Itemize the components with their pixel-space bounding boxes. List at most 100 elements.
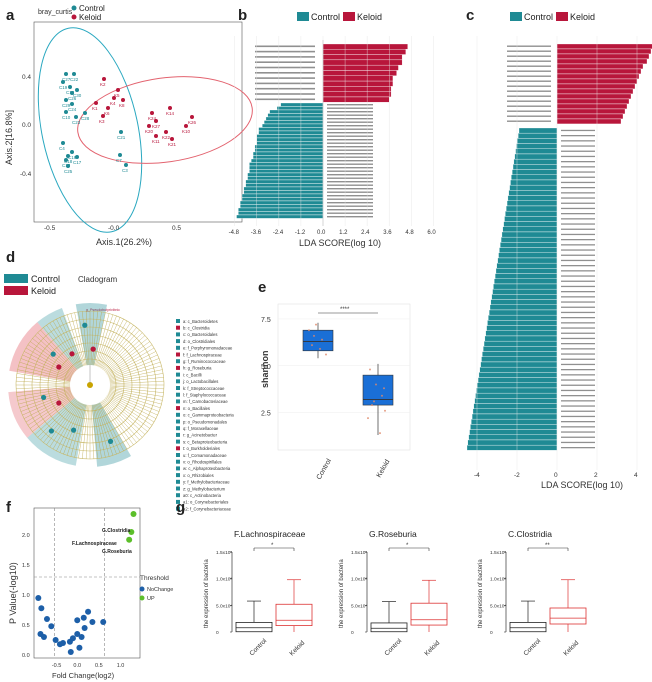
f-legend-up: UP: [147, 596, 155, 602]
f-nochange-point: [38, 605, 45, 612]
control-taxon-label: [561, 161, 595, 163]
control-lda-bar: [486, 325, 558, 331]
control-sample-point: [64, 98, 68, 102]
control-lda-bar: [236, 214, 324, 219]
f-legend-title: Threshold: [140, 575, 169, 582]
g-xtick: Keloid: [562, 639, 580, 657]
d-legend-item-swatch: [176, 399, 180, 404]
control-sample-point: [66, 164, 70, 168]
keloid-sample-label: K20: [145, 129, 154, 134]
panel-g: g F.Lachnospiraceae the expression of bac…: [176, 499, 587, 657]
f-nochange-point: [69, 635, 76, 642]
control-sample-label: C23: [72, 120, 81, 125]
control-sample-label: C21: [117, 135, 126, 140]
control-lda-bar: [504, 216, 558, 222]
control-taxon-label: [561, 415, 595, 418]
control-taxon-label: [561, 254, 595, 256]
d-legend-item-swatch: [176, 473, 180, 478]
clade-node: [50, 351, 56, 357]
control-lda-bar: [256, 137, 324, 142]
control-lda-bar: [256, 134, 324, 139]
clade-branch: [106, 396, 150, 429]
clade-root: [87, 382, 93, 388]
control-lda-bar: [480, 361, 558, 368]
clade-branch: [59, 403, 83, 453]
g-ylabel: the expression of bacteria: [204, 559, 210, 628]
f-frame: [33, 507, 141, 659]
control-taxon-label: [561, 348, 595, 350]
clade-branch: [25, 394, 73, 423]
d-legend-item-swatch: [176, 479, 180, 484]
clade-branch: [19, 391, 72, 409]
d-legend-item-swatch: [176, 345, 180, 350]
clade-branch: [108, 392, 158, 416]
control-taxon-label: [561, 447, 595, 449]
clade-branch: [105, 397, 148, 432]
clade-branch: [102, 400, 137, 443]
control-lda-bar: [507, 195, 558, 201]
g-plot-title: C.Clostridia: [508, 529, 552, 539]
d-legend-item: r: g_Acinetobacter: [183, 433, 218, 438]
panel-a-letter: a: [6, 7, 15, 24]
keloid-sample-point: [168, 106, 172, 110]
control-sample-label: C25: [64, 169, 73, 174]
control-lda-bar: [518, 127, 558, 134]
control-taxon-label: [561, 207, 595, 210]
control-taxon-label: [561, 249, 595, 251]
g-box: [275, 603, 313, 626]
f-ylabel: P Value(-log10): [8, 562, 18, 624]
control-taxon-label: [327, 153, 373, 155]
control-lda-bar: [252, 151, 324, 156]
control-sample-point: [64, 158, 68, 162]
control-lda-bar: [491, 294, 558, 300]
control-lda-bar: [489, 309, 558, 316]
control-lda-bar: [238, 207, 324, 212]
keloid-taxon-label: [255, 77, 315, 79]
d-legend-item: w: c_Alphaproteobacteria: [183, 466, 231, 471]
c-xlabel: LDA SCORE(log 10): [541, 480, 623, 490]
d-legend-item-swatch: [176, 446, 180, 451]
keloid-lda-bar: [556, 58, 648, 65]
clade-branch: [109, 385, 164, 390]
control-lda-bar: [493, 283, 558, 290]
e-jitter-point: [321, 338, 323, 341]
clade-branch: [107, 347, 155, 376]
keloid-ellipse: [77, 76, 253, 164]
f-nochange-point: [59, 640, 66, 646]
keloid-lda-bar: [556, 68, 642, 75]
control-taxon-label: [561, 441, 595, 444]
clade-branch: [91, 404, 98, 459]
keloid-lda-bar: [556, 53, 650, 60]
control-taxon-label: [561, 395, 595, 397]
f-legend-nochange-dot: [139, 586, 145, 592]
legend-control-dot: [71, 5, 77, 11]
d-legend-item-swatch: [176, 439, 180, 444]
keloid-taxon-label: [507, 95, 551, 97]
control-taxon-label: [327, 111, 373, 113]
f-nochange-point: [35, 595, 42, 601]
control-lda-bar: [276, 106, 324, 111]
keloid-taxon-label: [507, 115, 551, 117]
control-taxon-label: [561, 384, 595, 386]
a-xtick: 0.5: [172, 225, 181, 232]
d-legend-item-swatch: [176, 352, 180, 357]
clade-branch: [107, 351, 157, 377]
d-legend-item: t: o_Burkholderiales: [183, 446, 220, 451]
keloid-lda-bar: [322, 49, 406, 55]
control-taxon-label: [561, 259, 595, 262]
control-lda-bar: [251, 158, 324, 163]
d-legend-keloid: Keloid: [31, 286, 56, 296]
keloid-sample-label: K22: [162, 135, 171, 140]
g-boxplots: F.Lachnospiraceae the expression of bacte…: [204, 529, 587, 657]
control-taxon-label: [327, 198, 373, 200]
control-lda-bar: [482, 351, 558, 357]
g-ytick: 1.0x10⁵: [490, 577, 506, 583]
f-point-label: F.Lachnospiraceae: [72, 541, 117, 547]
control-sample-label: C10: [62, 115, 71, 120]
f-ytick: 0.0: [22, 653, 30, 659]
control-taxon-label: [561, 389, 595, 392]
d-legend-item-swatch: [176, 359, 180, 364]
control-lda-bar: [517, 138, 558, 144]
control-taxon-label: [327, 156, 373, 158]
control-taxon-label: [561, 400, 595, 402]
